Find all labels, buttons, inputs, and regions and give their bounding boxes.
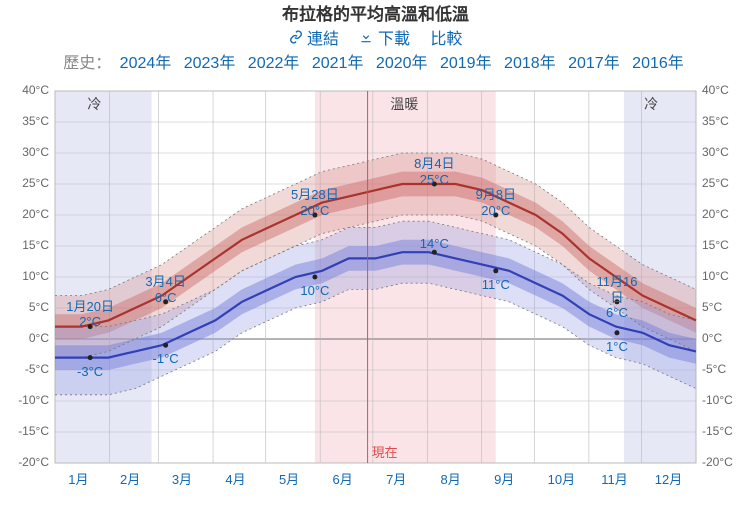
x-axis-month-label: 6月 xyxy=(333,469,353,488)
x-axis-month-label: 3月 xyxy=(172,469,192,488)
y-axis-label-right: 0°C xyxy=(702,331,722,345)
y-axis-label-left: 0°C xyxy=(29,331,49,345)
x-axis-month-label: 5月 xyxy=(279,469,299,488)
download-button[interactable]: 下載 xyxy=(359,31,409,48)
y-axis-label-right: 35°C xyxy=(702,114,729,128)
y-axis-label-right: 15°C xyxy=(702,238,729,252)
season-label: 溫暖 xyxy=(390,94,418,114)
y-axis-label-right: 10°C xyxy=(702,269,729,283)
download-icon xyxy=(359,30,373,49)
history-label: 歷史： xyxy=(63,55,111,72)
y-axis-label-left: -5°C xyxy=(25,362,49,376)
compare-label: 比較 xyxy=(430,31,462,48)
y-axis-label-left: 10°C xyxy=(22,269,49,283)
history-year-link[interactable]: 2016年 xyxy=(632,55,684,72)
data-point-label: 1°C xyxy=(592,339,642,355)
y-axis-label-left: 20°C xyxy=(22,207,49,221)
temperature-chart: -20°C -20°C -15°C -15°C -10°C -10°C -5°C -5°C 0°… xyxy=(0,73,751,503)
x-axis-month-label: 4月 xyxy=(225,469,245,488)
season-label: 冷 xyxy=(644,94,658,114)
y-axis-label-right: -15°C xyxy=(702,424,733,438)
data-point-label: 11°C xyxy=(471,277,521,293)
data-point-label: 14°C xyxy=(409,236,459,252)
download-label: 下載 xyxy=(378,31,410,48)
x-axis-month-label: 9月 xyxy=(494,469,514,488)
history-year-link[interactable]: 2020年 xyxy=(376,55,428,72)
y-axis-label-right: 40°C xyxy=(702,83,729,97)
y-axis-label-right: -20°C xyxy=(702,455,733,469)
history-row: 歷史： 2024年 2023年 2022年 2021年 2020年 2019年 … xyxy=(0,49,751,73)
y-axis-label-left: -20°C xyxy=(18,455,49,469)
data-point-label: 9月8日20°C xyxy=(471,187,521,218)
history-year-link[interactable]: 2024年 xyxy=(120,55,172,72)
x-axis-month-label: 12月 xyxy=(655,469,682,488)
x-axis-month-label: 11月 xyxy=(601,469,628,488)
data-point-label: -1°C xyxy=(141,351,191,367)
compare-button[interactable]: 比較 xyxy=(430,31,462,48)
history-year-link[interactable]: 2021年 xyxy=(312,55,364,72)
x-axis-month-label: 7月 xyxy=(386,469,406,488)
data-point-label: 8月4日25°C xyxy=(409,156,459,187)
y-axis-label-left: -15°C xyxy=(18,424,49,438)
y-axis-label-right: -5°C xyxy=(702,362,726,376)
data-point-label: 11月16日6°C xyxy=(592,274,642,321)
data-point-label: -3°C xyxy=(65,364,115,380)
y-axis-label-right: -10°C xyxy=(702,393,733,407)
x-axis-month-label: 2月 xyxy=(120,469,140,488)
data-point-label: 10°C xyxy=(290,283,340,299)
x-axis-month-label: 1月 xyxy=(68,469,88,488)
now-label: 現在 xyxy=(372,445,398,461)
link-row: 連結 下載 比較 xyxy=(0,25,751,49)
y-axis-label-left: 15°C xyxy=(22,238,49,252)
y-axis-label-right: 20°C xyxy=(702,207,729,221)
y-axis-label-left: 35°C xyxy=(22,114,49,128)
y-axis-label-right: 30°C xyxy=(702,145,729,159)
y-axis-label-left: 25°C xyxy=(22,176,49,190)
y-axis-label-left: -10°C xyxy=(18,393,49,407)
data-point-label: 1月20日2°C xyxy=(65,299,115,330)
y-axis-label-right: 5°C xyxy=(702,300,722,314)
season-label: 冷 xyxy=(87,94,101,114)
x-axis-month-label: 8月 xyxy=(441,469,461,488)
history-year-link[interactable]: 2019年 xyxy=(440,55,492,72)
link-button[interactable]: 連結 xyxy=(289,31,339,48)
link-label: 連結 xyxy=(307,31,339,48)
history-year-link[interactable]: 2017年 xyxy=(568,55,620,72)
link-icon xyxy=(289,30,303,49)
y-axis-label-left: 30°C xyxy=(22,145,49,159)
history-year-link[interactable]: 2022年 xyxy=(248,55,300,72)
y-axis-label-left: 5°C xyxy=(29,300,49,314)
history-year-link[interactable]: 2018年 xyxy=(504,55,556,72)
y-axis-label-left: 40°C xyxy=(22,83,49,97)
data-point-label: 3月4日6°C xyxy=(141,274,191,305)
x-axis-month-label: 10月 xyxy=(548,469,575,488)
chart-title: 布拉格的平均高溫和低溫 xyxy=(0,0,751,25)
data-point-label: 5月28日20°C xyxy=(290,187,340,218)
history-year-link[interactable]: 2023年 xyxy=(184,55,236,72)
y-axis-label-right: 25°C xyxy=(702,176,729,190)
